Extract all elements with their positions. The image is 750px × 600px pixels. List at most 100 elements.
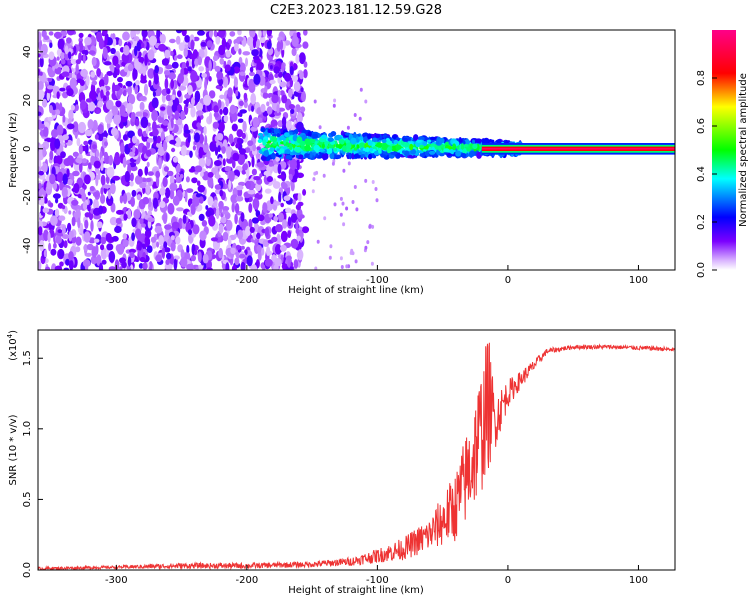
heatmap-noise-cell <box>279 90 285 96</box>
heatmap-noise-cell <box>217 145 221 153</box>
heatmap-noise-cell <box>186 244 190 255</box>
heatmap-noise-cell <box>285 120 292 130</box>
heatmap-signal-cell <box>410 148 417 155</box>
heatmap-noise-cell <box>50 215 58 226</box>
heatmap-signal-cell <box>438 147 442 152</box>
heatmap-noise-cell <box>164 70 171 76</box>
heatmap-noise-cell <box>196 102 203 112</box>
colorbar-tick-label: 0.0 <box>696 262 707 278</box>
heatmap-noise-cell <box>266 246 271 257</box>
heatmap-noise-cell <box>84 212 91 218</box>
heatmap-signal-cell <box>279 148 285 154</box>
heatmap-noise-cell <box>75 157 83 164</box>
heatmap-noise-cell <box>229 31 236 37</box>
heatmap-signal-cell <box>348 152 353 160</box>
heatmap-signal-cell <box>262 139 267 146</box>
heatmap-noise-cell <box>170 241 176 252</box>
heatmap-noise-cell <box>248 218 253 230</box>
heatmap-noise-cell <box>312 177 316 182</box>
heatmap-noise-cell <box>112 55 119 67</box>
heatmap-noise-cell <box>57 38 65 51</box>
heatmap-noise-cell <box>155 170 161 179</box>
heatmap-noise-cell <box>285 207 292 214</box>
heatmap-noise-cell <box>116 243 125 255</box>
heatmap-noise-cell <box>290 238 299 249</box>
heatmap-noise-cell <box>257 214 265 222</box>
heatmap-signal-cell <box>284 132 290 138</box>
heatmap-noise-cell <box>215 171 220 180</box>
heatmap-signal-cell <box>335 143 340 149</box>
heatmap-noise-cell <box>88 162 92 170</box>
heatmap-noise-cell <box>289 65 294 76</box>
heatmap-noise-cell <box>176 54 183 59</box>
heatmap-noise-cell <box>318 125 322 130</box>
heatmap-noise-cell <box>91 80 98 86</box>
heatmap-noise-cell <box>180 249 185 259</box>
heatmap-noise-cell <box>91 56 97 67</box>
heatmap-noise-cell <box>249 30 256 38</box>
heatmap-noise-cell <box>351 200 355 204</box>
heatmap-ytick-label: -20 <box>22 189 33 205</box>
heatmap-noise-cell <box>339 256 343 261</box>
heatmap-noise-cell <box>364 245 368 250</box>
heatmap-noise-cell <box>145 177 152 183</box>
heatmap-noise-cell <box>180 257 188 268</box>
heatmap-noise-cell <box>195 266 199 270</box>
heatmap-noise-cell <box>333 98 337 103</box>
heatmap-noise-cell <box>59 87 66 92</box>
heatmap-signal-cell <box>263 150 269 157</box>
heatmap-signal-cell <box>390 151 397 155</box>
heatmap-noise-cell <box>216 71 224 80</box>
heatmap-noise-cell <box>190 70 198 83</box>
heatmap-noise-cell <box>191 57 196 69</box>
heatmap-noise-cell <box>106 166 115 178</box>
heatmap-noise-cell <box>75 104 79 111</box>
colorbar-tick-label: 0.2 <box>696 214 707 230</box>
heatmap-signal-cell <box>460 153 467 158</box>
heatmap-noise-cell <box>252 55 260 61</box>
heatmap-noise-cell <box>288 104 295 110</box>
heatmap-noise-cell <box>231 202 235 213</box>
heatmap-noise-cell <box>38 226 43 236</box>
heatmap-noise-cell <box>241 169 246 175</box>
heatmap-noise-cell <box>53 242 57 249</box>
heatmap-noise-cell <box>131 189 137 197</box>
heatmap-noise-cell <box>134 45 138 57</box>
heatmap-noise-cell <box>60 52 65 60</box>
heatmap-noise-cell <box>278 72 283 78</box>
heatmap-noise-cell <box>303 69 308 79</box>
heatmap-noise-cell <box>287 216 292 227</box>
heatmap-noise-cell <box>252 117 260 128</box>
heatmap-noise-cell <box>273 215 279 222</box>
heatmap-noise-cell <box>169 139 177 145</box>
heatmap-noise-cell <box>339 212 343 217</box>
heatmap-noise-cell <box>225 219 233 231</box>
heatmap-noise-cell <box>243 101 248 109</box>
heatmap-signal-cell <box>491 139 495 143</box>
heatmap-noise-cell <box>83 184 87 190</box>
heatmap-noise-cell <box>247 189 256 195</box>
heatmap-noise-cell <box>174 137 182 148</box>
heatmap-noise-cell <box>81 158 88 164</box>
heatmap-signal-cell <box>404 142 410 148</box>
heatmap-xtick-label: 100 <box>629 275 648 286</box>
heatmap-noise-cell <box>54 265 63 270</box>
heatmap-noise-cell <box>39 71 43 76</box>
heatmap-noise-cell <box>163 166 169 172</box>
heatmap-noise-cell <box>56 91 60 99</box>
heatmap-noise-cell <box>259 173 263 178</box>
heatmap-noise-cell <box>110 127 119 136</box>
heatmap-noise-cell <box>274 73 279 79</box>
heatmap-signal-cell <box>361 150 366 154</box>
heatmap-noise-cell <box>277 77 282 84</box>
heatmap-noise-cell <box>225 50 231 58</box>
heatmap-signal-cell <box>443 148 450 153</box>
heatmap-noise-cell <box>191 177 198 184</box>
heatmap-noise-cell <box>264 85 268 93</box>
heatmap-noise-cell <box>173 255 180 260</box>
heatmap-noise-cell <box>106 243 114 251</box>
heatmap-noise-cell <box>139 182 147 189</box>
heatmap-noise-cell <box>233 38 240 46</box>
heatmap-noise-cell <box>159 201 166 208</box>
heatmap-noise-cell <box>268 162 274 167</box>
